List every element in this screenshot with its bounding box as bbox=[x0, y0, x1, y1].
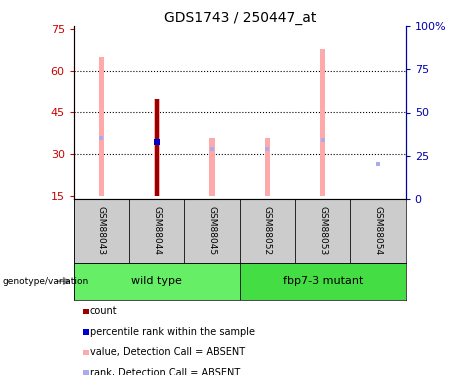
Text: GSM88044: GSM88044 bbox=[152, 206, 161, 255]
Bar bbox=[265, 138, 270, 196]
Bar bbox=[320, 48, 325, 196]
Text: value, Detection Call = ABSENT: value, Detection Call = ABSENT bbox=[89, 348, 245, 357]
Text: GSM88052: GSM88052 bbox=[263, 206, 272, 255]
Bar bbox=[240, 199, 295, 262]
Bar bbox=[74, 262, 240, 300]
Text: GSM88043: GSM88043 bbox=[97, 206, 106, 255]
Text: GSM88054: GSM88054 bbox=[373, 206, 383, 255]
Text: percentile rank within the sample: percentile rank within the sample bbox=[89, 327, 254, 337]
Bar bbox=[240, 262, 406, 300]
Text: GSM88053: GSM88053 bbox=[318, 206, 327, 255]
Text: fbp7-3 mutant: fbp7-3 mutant bbox=[283, 276, 363, 286]
Text: count: count bbox=[89, 306, 117, 316]
Text: genotype/variation: genotype/variation bbox=[2, 277, 89, 286]
Text: wild type: wild type bbox=[131, 276, 182, 286]
Text: rank, Detection Call = ABSENT: rank, Detection Call = ABSENT bbox=[89, 368, 240, 375]
Bar bbox=[184, 199, 240, 262]
Bar bbox=[155, 99, 159, 196]
Text: GSM88045: GSM88045 bbox=[207, 206, 217, 255]
Bar bbox=[209, 138, 215, 196]
Bar bbox=[74, 199, 129, 262]
Bar bbox=[295, 199, 350, 262]
Bar bbox=[129, 199, 184, 262]
Title: GDS1743 / 250447_at: GDS1743 / 250447_at bbox=[164, 11, 316, 25]
Bar bbox=[154, 99, 160, 196]
Bar bbox=[99, 57, 104, 196]
Bar bbox=[350, 199, 406, 262]
